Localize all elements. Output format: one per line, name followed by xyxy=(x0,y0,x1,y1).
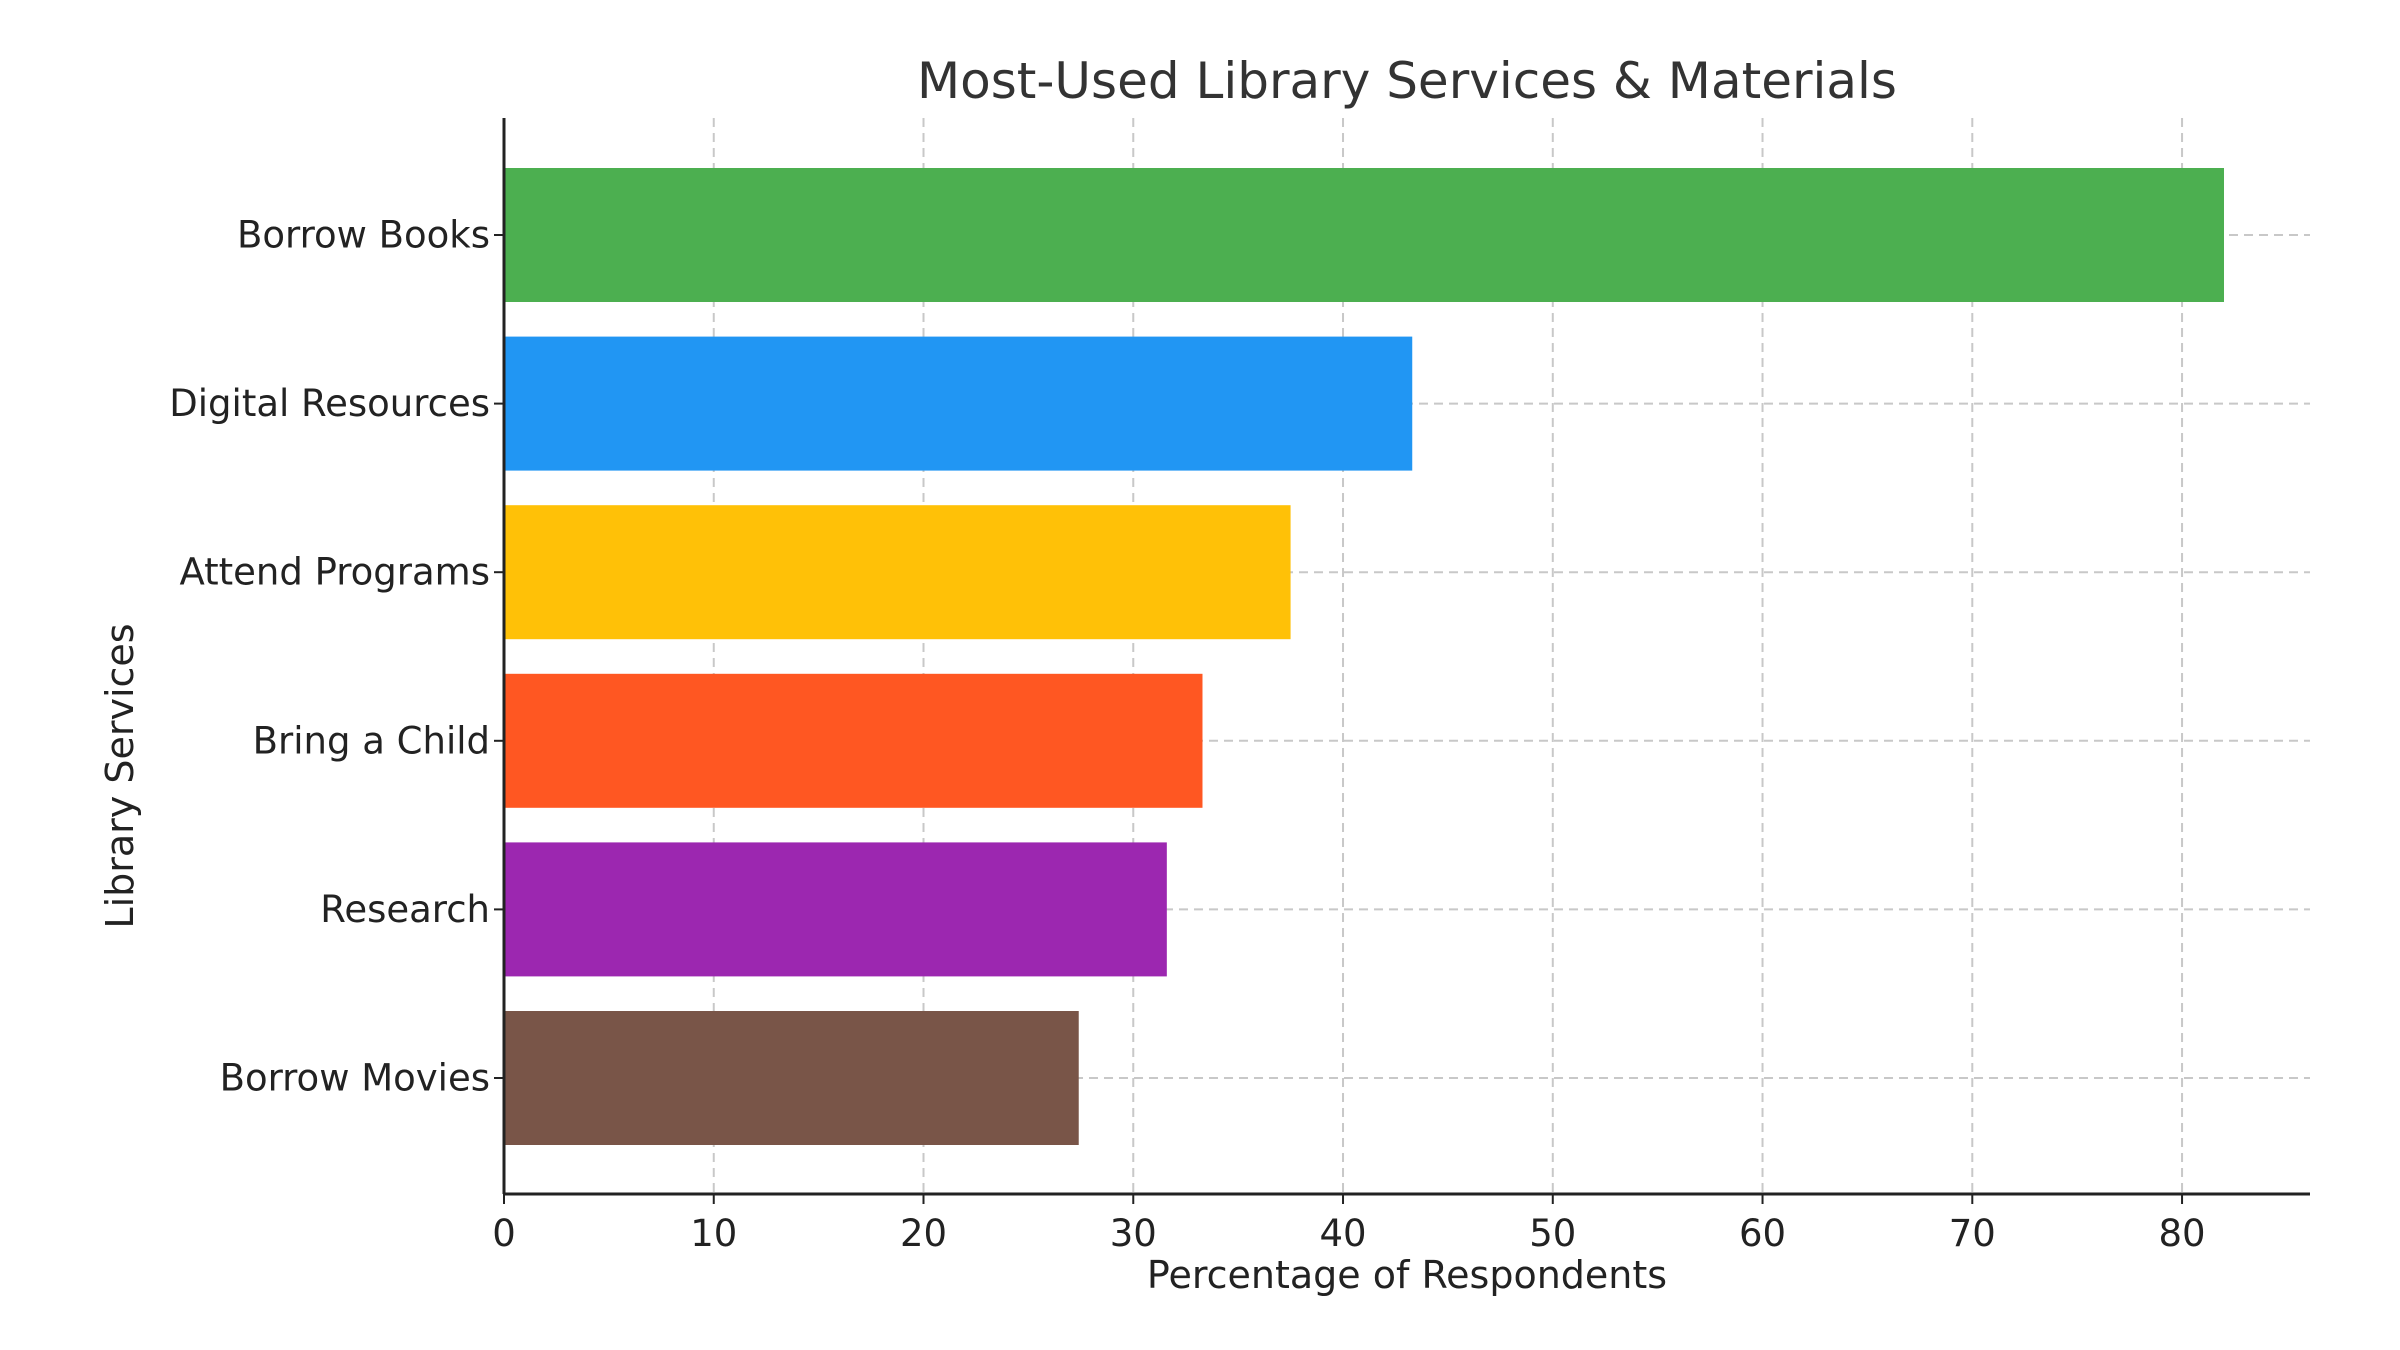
y-axis-label: Library Services xyxy=(98,623,142,928)
bar-research xyxy=(504,842,1167,977)
x-tick-label: 80 xyxy=(2159,1212,2206,1255)
x-tick-label: 30 xyxy=(1110,1212,1157,1255)
x-tick-label: 60 xyxy=(1739,1212,1786,1255)
bar-layer xyxy=(504,168,2224,1145)
bar-borrow-books xyxy=(504,168,2224,302)
x-tick-label: 0 xyxy=(492,1212,516,1255)
bar-attend-programs xyxy=(504,505,1291,640)
y-tick-label: Research xyxy=(320,888,490,931)
bar-digital-resources xyxy=(504,336,1413,471)
y-tick-label: Borrow Books xyxy=(237,214,490,257)
chart-title: Most-Used Library Services & Materials xyxy=(917,52,1897,110)
x-tick-label: 70 xyxy=(1949,1212,1996,1255)
x-tick-label: 20 xyxy=(900,1212,947,1255)
x-tick-label: 40 xyxy=(1319,1212,1366,1255)
x-axis-label: Percentage of Respondents xyxy=(1147,1253,1667,1297)
bar-bring-a-child xyxy=(504,673,1203,808)
axis-layer xyxy=(502,118,2310,1196)
x-tick-label: 50 xyxy=(1529,1212,1576,1255)
x-tick-label: 10 xyxy=(690,1212,737,1255)
y-tick-label: Borrow Movies xyxy=(220,1057,490,1100)
y-tick-label: Bring a Child xyxy=(253,719,490,762)
bar-borrow-movies xyxy=(504,1011,1079,1145)
y-tick-label: Attend Programs xyxy=(179,551,490,594)
tick-layer: 0 10 20 30 40 50 60 70 80 Borrow Books Digital Res… xyxy=(169,214,2205,1256)
y-tick-label: Digital Resources xyxy=(169,382,490,425)
